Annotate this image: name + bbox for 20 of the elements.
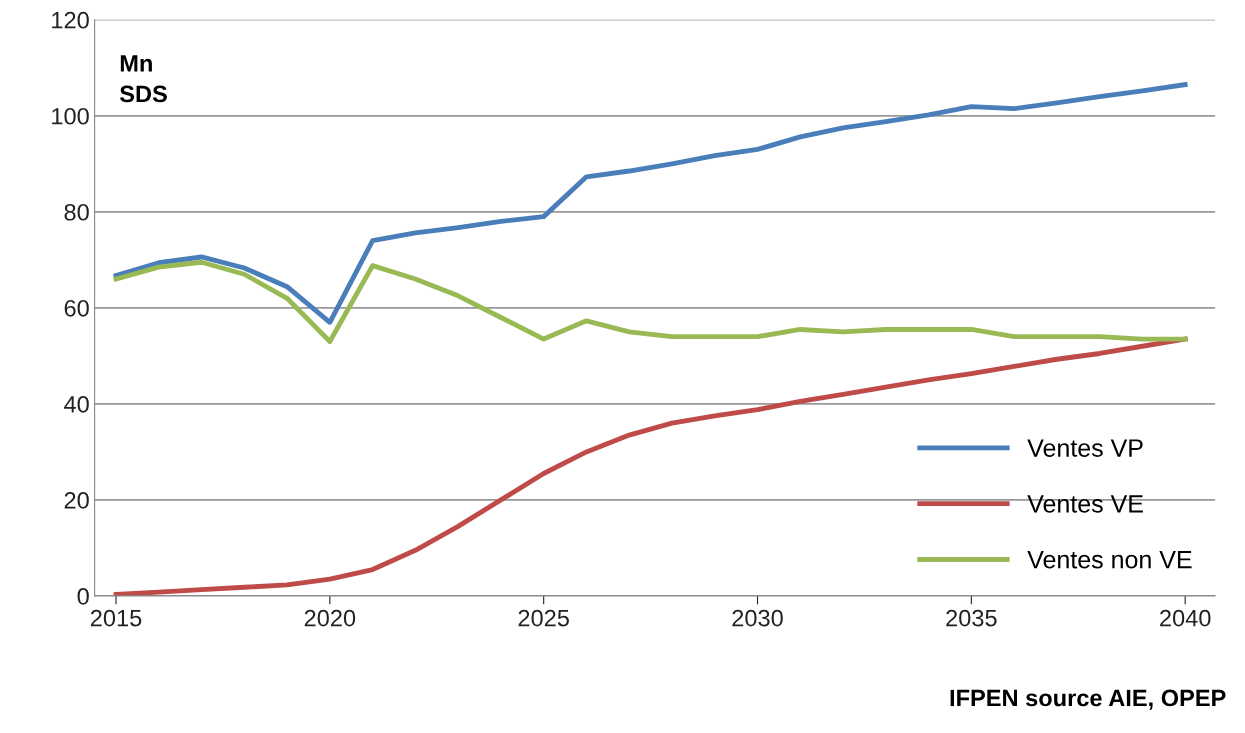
y-tick-label: 80 bbox=[64, 203, 89, 221]
line-series bbox=[113, 82, 1188, 325]
y-tick-label: 0 bbox=[77, 588, 89, 605]
x-tick-label: 2030 bbox=[732, 609, 783, 627]
y-tick-label: 60 bbox=[64, 299, 89, 317]
y-tick-label: 20 bbox=[64, 491, 89, 509]
legend-label: Ventes non VE bbox=[1027, 551, 1192, 569]
y-tick-label: 120 bbox=[52, 11, 89, 29]
x-tick-label: 2040 bbox=[1160, 609, 1211, 627]
text: IFPEN source AIE, OPEP bbox=[950, 689, 1226, 710]
x-tick-label: 2035 bbox=[946, 609, 997, 627]
y-tick-label: 100 bbox=[52, 107, 89, 125]
legend-label: Ventes VP bbox=[1027, 439, 1143, 457]
x-tick-label: 2015 bbox=[90, 609, 142, 627]
legend-label: Ventes VE bbox=[1027, 495, 1143, 513]
line-series bbox=[113, 259, 1188, 344]
x-tick-label: 2025 bbox=[518, 609, 569, 627]
annotation: Mn SDS bbox=[119, 55, 167, 103]
x-tick-label: 2020 bbox=[304, 609, 356, 627]
y-tick-label: 40 bbox=[64, 395, 89, 413]
